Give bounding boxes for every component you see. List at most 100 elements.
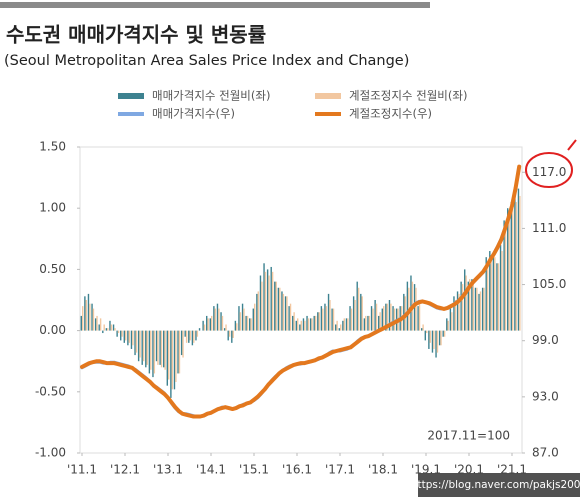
bar bbox=[225, 324, 227, 331]
bar bbox=[302, 318, 305, 331]
x-tick-label: '15.1 bbox=[239, 463, 269, 477]
bar bbox=[188, 330, 190, 343]
legend-swatch bbox=[315, 112, 341, 116]
bar bbox=[166, 330, 168, 386]
legend-label: 계절조정지수(우) bbox=[349, 107, 432, 121]
bar bbox=[254, 303, 256, 331]
bar bbox=[221, 315, 224, 331]
bar bbox=[347, 318, 349, 331]
bar bbox=[461, 284, 464, 331]
bar bbox=[246, 315, 249, 331]
bar bbox=[189, 330, 191, 341]
bar bbox=[338, 328, 340, 331]
bar bbox=[177, 330, 179, 374]
bar bbox=[381, 308, 383, 331]
bar bbox=[428, 330, 430, 349]
bar bbox=[263, 263, 265, 331]
bar bbox=[508, 214, 510, 331]
bar bbox=[203, 324, 206, 331]
bar bbox=[314, 315, 317, 331]
bar bbox=[275, 281, 277, 331]
bar bbox=[453, 296, 455, 331]
bar bbox=[447, 320, 449, 331]
bar bbox=[332, 308, 335, 331]
bar bbox=[429, 330, 431, 343]
bar bbox=[153, 330, 156, 374]
bar bbox=[460, 281, 462, 331]
y2-tick-label: 117.0 bbox=[532, 165, 566, 179]
bar bbox=[214, 308, 216, 331]
bar bbox=[196, 330, 199, 337]
bar bbox=[504, 226, 507, 331]
bar bbox=[180, 330, 183, 356]
x-tick-label: '12.1 bbox=[110, 463, 140, 477]
bar bbox=[361, 296, 363, 331]
bar bbox=[467, 281, 469, 331]
x-tick-label: '21.1 bbox=[497, 463, 527, 477]
bar bbox=[128, 330, 130, 343]
bar bbox=[114, 328, 116, 331]
bar bbox=[356, 281, 358, 331]
bar bbox=[295, 320, 297, 331]
bar bbox=[410, 275, 412, 331]
bar bbox=[349, 306, 351, 331]
y-tick-label: 0.50 bbox=[39, 262, 66, 276]
bar bbox=[135, 330, 138, 353]
bar bbox=[261, 281, 263, 331]
bar bbox=[438, 330, 441, 346]
bar bbox=[231, 330, 233, 343]
bar bbox=[385, 303, 387, 331]
bar bbox=[472, 281, 474, 331]
bar bbox=[257, 291, 259, 331]
bar bbox=[293, 312, 295, 331]
bar bbox=[342, 320, 344, 331]
y-tick-label: 1.00 bbox=[39, 201, 66, 215]
bar bbox=[120, 330, 122, 341]
bar bbox=[250, 318, 252, 331]
bar bbox=[514, 193, 516, 331]
bar bbox=[184, 330, 186, 337]
bar bbox=[234, 320, 237, 331]
bar bbox=[421, 328, 423, 331]
bar bbox=[241, 303, 244, 331]
header-bar bbox=[0, 2, 430, 8]
bar bbox=[206, 315, 208, 331]
bar bbox=[343, 318, 345, 331]
bar bbox=[155, 330, 158, 362]
legend-swatch bbox=[118, 112, 144, 116]
bar bbox=[456, 291, 459, 331]
bar bbox=[284, 296, 287, 331]
bar bbox=[417, 306, 419, 331]
bar bbox=[173, 330, 176, 390]
bar bbox=[481, 287, 484, 331]
bar bbox=[483, 287, 485, 331]
x-tick-label: '17.1 bbox=[325, 463, 355, 477]
bar bbox=[132, 330, 134, 346]
x-tick-label: '18.1 bbox=[368, 463, 398, 477]
bar bbox=[372, 308, 374, 331]
bar bbox=[116, 330, 118, 337]
bar bbox=[299, 324, 301, 331]
bar bbox=[266, 269, 269, 331]
bar bbox=[300, 320, 302, 331]
bar bbox=[170, 330, 172, 398]
bar bbox=[335, 324, 337, 331]
bar bbox=[282, 293, 285, 331]
bar bbox=[99, 318, 102, 331]
bar bbox=[145, 330, 147, 368]
bar bbox=[368, 315, 371, 331]
bar bbox=[164, 330, 166, 370]
bar bbox=[354, 300, 356, 331]
bar bbox=[345, 318, 348, 331]
bar bbox=[152, 330, 154, 378]
bar bbox=[519, 195, 521, 331]
chart-subtitle: (Seoul Metropolitan Area Sales Price Ind… bbox=[4, 53, 409, 69]
x-tick-label: '16.1 bbox=[282, 463, 312, 477]
bar bbox=[80, 315, 82, 331]
bar bbox=[264, 271, 267, 331]
bar bbox=[329, 300, 331, 331]
bar bbox=[331, 308, 333, 331]
bar bbox=[168, 330, 170, 380]
bar bbox=[469, 279, 471, 331]
